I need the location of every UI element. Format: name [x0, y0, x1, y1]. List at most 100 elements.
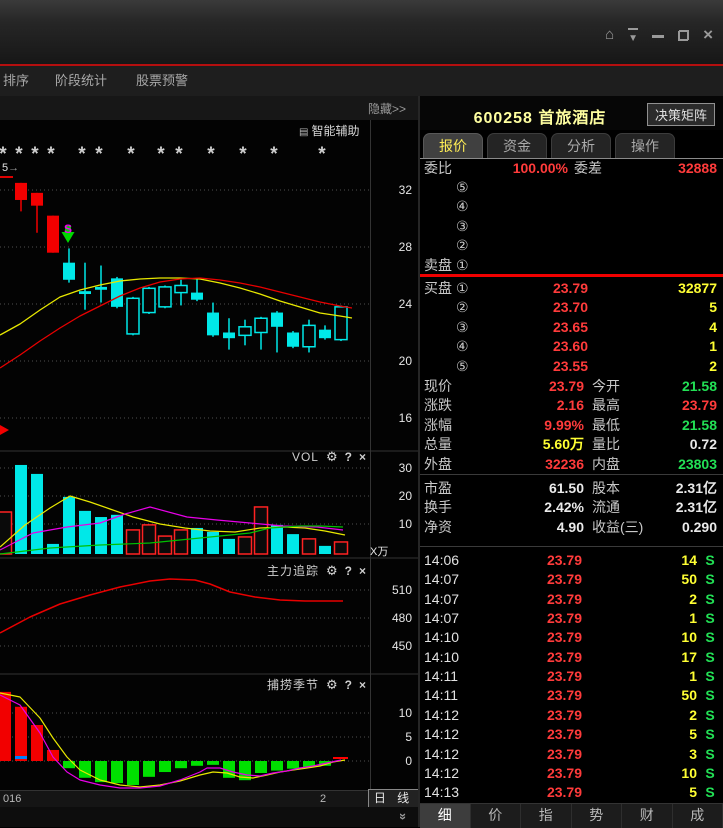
signal-asterisk-icon: *	[318, 144, 326, 165]
minimize-icon[interactable]	[652, 32, 664, 38]
tab-资金[interactable]: 资金	[487, 133, 547, 158]
restore-icon[interactable]	[678, 30, 689, 41]
close-pane-icon[interactable]: ×	[359, 450, 366, 464]
bolao-bar	[207, 761, 219, 765]
level-number: ③	[456, 217, 476, 236]
decision-matrix-button[interactable]: 决策矩阵	[647, 103, 715, 126]
menu-item-2[interactable]: 股票预警	[136, 66, 188, 96]
menu-bar: 排序阶段统计股票预警	[0, 66, 723, 97]
gear-icon[interactable]: ⚙	[326, 563, 338, 578]
tick-volume: 10	[582, 628, 697, 647]
ticks-divider	[420, 546, 723, 547]
dropdown-icon[interactable]: ▼	[628, 28, 638, 42]
tick-volume: 14	[582, 551, 697, 570]
buy-volume: 1	[588, 337, 723, 356]
tick-direction: S	[697, 570, 723, 589]
tick-volume: 1	[582, 609, 697, 628]
bolao-bar	[111, 761, 123, 783]
tab-报价[interactable]: 报价	[423, 133, 483, 158]
stat-label: 涨幅	[424, 416, 488, 435]
bottom-tab-成[interactable]: 成	[673, 804, 723, 828]
vol-bar-down	[127, 530, 140, 554]
close-pane-icon[interactable]: ×	[359, 678, 366, 692]
signal-asterisk-icon: *	[239, 144, 247, 165]
candle-body-hollow	[175, 285, 187, 292]
tick-time: 14:11	[424, 686, 472, 705]
tick-price: 23.79	[472, 628, 582, 647]
bottom-tab-细[interactable]: 细	[420, 804, 471, 828]
tick-direction: S	[697, 686, 723, 705]
tick-time: 14:10	[424, 628, 472, 647]
signal-asterisk-icon: *	[175, 144, 183, 165]
tick-price: 23.79	[472, 590, 582, 609]
vol-bar-down	[239, 537, 252, 554]
stat-value: 2.31亿	[668, 479, 723, 498]
y-tick-label: 510	[374, 583, 412, 597]
stat-label: 市盈	[424, 479, 488, 498]
tick-time: 14:07	[424, 590, 472, 609]
tick-direction: S	[697, 725, 723, 744]
weibi-label: 委比	[424, 159, 476, 178]
candle-body	[31, 193, 43, 206]
home-icon[interactable]: ⌂	[605, 27, 614, 43]
level-number: ④	[456, 197, 476, 216]
ma5-underline	[0, 176, 13, 178]
level-number: ②	[456, 236, 476, 255]
smart-assist-toggle[interactable]: ▤智能辅助	[299, 124, 359, 138]
tick-price: 23.79	[472, 764, 582, 783]
stats-divider	[420, 474, 723, 475]
bolao-bar	[191, 761, 203, 766]
candle-body-hollow	[255, 318, 267, 332]
y-tick-label: 16	[374, 411, 412, 425]
help-icon[interactable]: ?	[345, 564, 352, 578]
sell-row: ③	[420, 217, 723, 236]
menu-item-0[interactable]: 排序	[3, 66, 29, 96]
bottom-left-strip	[0, 807, 418, 827]
tab-操作[interactable]: 操作	[615, 133, 675, 158]
bottom-tab-势[interactable]: 势	[572, 804, 623, 828]
window-controls: ⌂ ▼ ×	[605, 27, 713, 43]
buy-price: 23.70	[476, 298, 588, 317]
help-icon[interactable]: ?	[345, 450, 352, 464]
expand-up-chevron[interactable]: »	[396, 813, 411, 820]
vol-bar-up	[319, 546, 331, 554]
stock-code: 600258	[474, 110, 533, 127]
bottom-tab-指[interactable]: 指	[521, 804, 572, 828]
hide-panel-button[interactable]: 隐藏>>	[368, 100, 406, 117]
tick-volume: 50	[582, 686, 697, 705]
signal-asterisk-icon: *	[78, 144, 86, 165]
bolao-line-yellow	[0, 693, 345, 787]
gear-icon[interactable]: ⚙	[326, 677, 338, 692]
x-axis-label-mid: 2	[320, 793, 326, 805]
bolao-bar	[47, 750, 59, 761]
menu-item-1[interactable]: 阶段统计	[55, 66, 107, 96]
tab-分析[interactable]: 分析	[551, 133, 611, 158]
period-daily-button[interactable]: 日 线	[368, 789, 419, 808]
tick-direction: S	[697, 609, 723, 628]
tick-direction: S	[697, 667, 723, 686]
sell-row: ②	[420, 236, 723, 255]
close-icon[interactable]: ×	[703, 27, 713, 43]
vol-bar-up	[63, 497, 75, 554]
bolao-bar	[271, 761, 283, 771]
help-icon[interactable]: ?	[345, 678, 352, 692]
tick-price: 23.79	[472, 609, 582, 628]
weicha-label: 委差	[574, 159, 634, 178]
bolao-bar	[255, 761, 267, 773]
bottom-tab-价[interactable]: 价	[471, 804, 522, 828]
vol-bar-up	[191, 528, 203, 554]
level-number: ①	[456, 256, 476, 275]
close-pane-icon[interactable]: ×	[359, 564, 366, 578]
gear-icon[interactable]: ⚙	[326, 449, 338, 464]
bottom-tab-财[interactable]: 财	[622, 804, 673, 828]
